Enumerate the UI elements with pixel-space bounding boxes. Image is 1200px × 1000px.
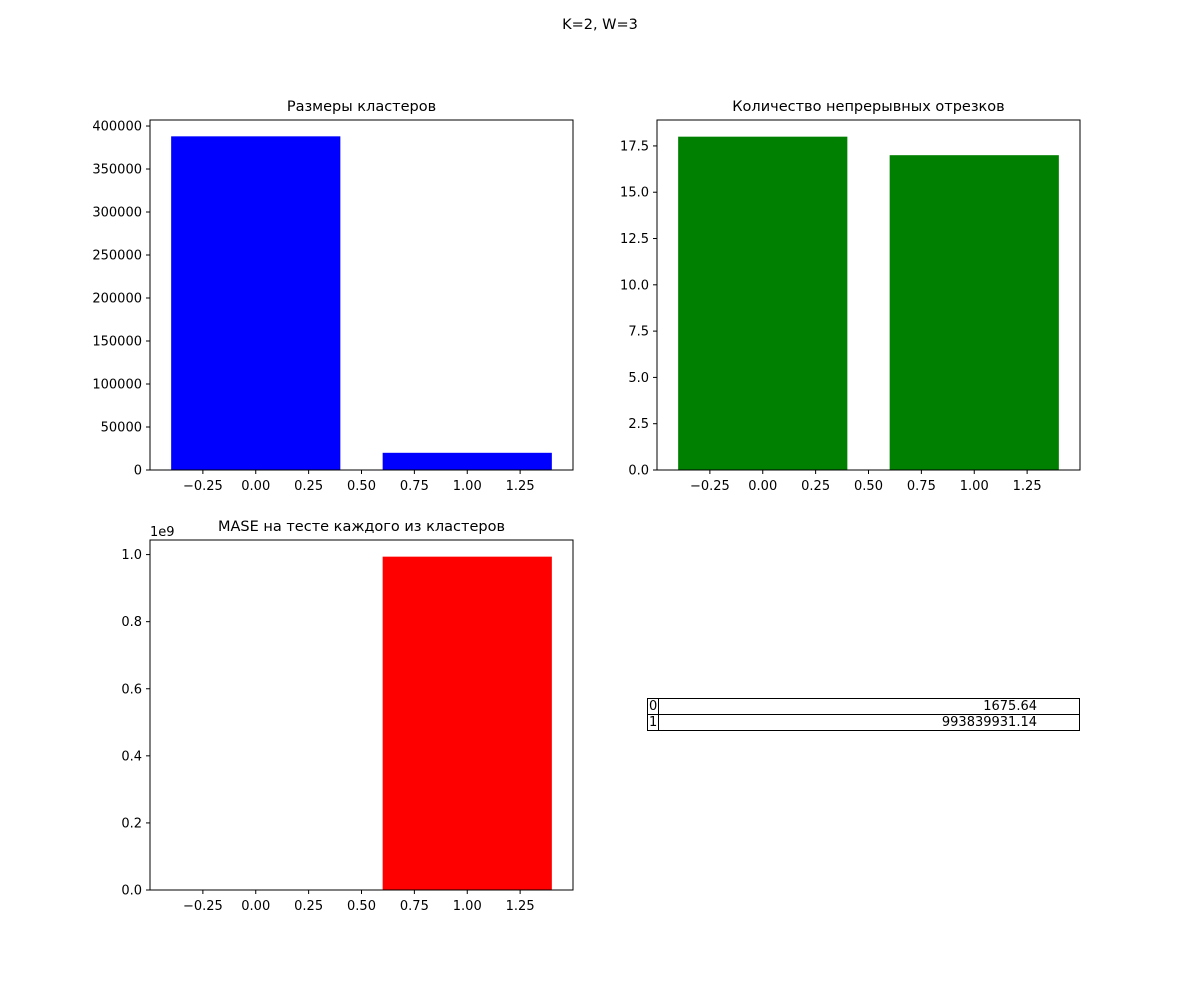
cluster-sizes-bar bbox=[171, 136, 341, 471]
cluster-sizes-y-tick-label: 350000 bbox=[92, 163, 142, 178]
segment-counts-y-tick-label: 7.5 bbox=[628, 325, 649, 340]
cluster-sizes-y-tick-label: 250000 bbox=[92, 249, 142, 264]
mase-per-cluster-x-tick-label: 0.50 bbox=[347, 899, 376, 914]
cluster-sizes-x-tick-label: −0.25 bbox=[183, 479, 223, 494]
cluster-sizes-y-tick-label: 200000 bbox=[92, 292, 142, 307]
cluster-sizes-x-tick-label: 0.75 bbox=[400, 479, 429, 494]
segment-counts-y-tick-label: 10.0 bbox=[620, 278, 649, 293]
cluster-sizes-y-tick-label: 400000 bbox=[92, 120, 142, 135]
segment-counts-x-tick-label: 1.00 bbox=[960, 479, 989, 494]
mase-per-cluster-x-tick-label: 1.00 bbox=[453, 899, 482, 914]
segment-counts-y-tick-label: 15.0 bbox=[620, 186, 649, 201]
table-row-index: 1 bbox=[646, 714, 660, 731]
segment-counts-x-tick-label: 0.50 bbox=[854, 479, 883, 494]
segment-counts-bar bbox=[889, 155, 1059, 470]
mase-per-cluster-y-tick-label: 0.6 bbox=[121, 682, 142, 697]
cluster-sizes-bar bbox=[382, 452, 552, 470]
cluster-sizes-x-tick-label: 0.25 bbox=[294, 479, 323, 494]
cluster-sizes-y-tick-label: 50000 bbox=[101, 421, 142, 436]
cluster-sizes-x-tick-label: 0.50 bbox=[347, 479, 376, 494]
mase-per-cluster-x-tick-label: 0.25 bbox=[294, 899, 323, 914]
figure-title: K=2, W=3 bbox=[562, 17, 638, 33]
cluster-sizes-x-tick-label: 1.25 bbox=[506, 479, 535, 494]
segment-counts-x-tick-label: −0.25 bbox=[690, 479, 730, 494]
segment-counts-y-tick-label: 5.0 bbox=[628, 371, 649, 386]
table-row: 0 1675.64 bbox=[646, 698, 1080, 715]
cluster-sizes-title: Размеры кластеров bbox=[287, 99, 436, 115]
mase-per-cluster-x-tick-label: 0.75 bbox=[400, 899, 429, 914]
mase-per-cluster-offset-label: 1e9 bbox=[150, 525, 175, 540]
cluster-sizes-x-tick-label: 1.00 bbox=[453, 479, 482, 494]
cluster-sizes-y-tick-label: 100000 bbox=[92, 378, 142, 393]
cluster-sizes-y-tick-label: 0 bbox=[134, 464, 142, 479]
segment-counts-x-tick-label: 0.75 bbox=[907, 479, 936, 494]
mase-per-cluster-x-tick-label: −0.25 bbox=[183, 899, 223, 914]
cluster-sizes-y-tick-label: 300000 bbox=[92, 206, 142, 221]
segment-counts-y-tick-label: 12.5 bbox=[620, 232, 649, 247]
segment-counts-x-tick-label: 0.25 bbox=[801, 479, 830, 494]
segment-counts-x-tick-label: 0.00 bbox=[748, 479, 777, 494]
mase-per-cluster-x-tick-label: 1.25 bbox=[506, 899, 535, 914]
mase-per-cluster-y-tick-label: 0.8 bbox=[121, 615, 142, 630]
table-row: 1 993839931.14 bbox=[646, 714, 1080, 731]
table-row-value: 993839931.14 bbox=[658, 714, 1080, 731]
mase-per-cluster-y-tick-label: 0.0 bbox=[121, 884, 142, 899]
mase-per-cluster-bar bbox=[382, 556, 552, 890]
cluster-sizes-y-tick-label: 150000 bbox=[92, 335, 142, 350]
mase-per-cluster-title: MASE на тесте каждого из кластеров bbox=[218, 519, 505, 535]
mase-value-table: 0 1675.64 1 993839931.14 bbox=[646, 698, 1080, 731]
mase-per-cluster-y-tick-label: 0.2 bbox=[121, 816, 142, 831]
table-row-index: 0 bbox=[646, 698, 660, 715]
mase-per-cluster-y-tick-label: 0.4 bbox=[121, 749, 142, 764]
table-row-value: 1675.64 bbox=[658, 698, 1080, 715]
segment-counts-bar bbox=[678, 136, 848, 470]
mase-per-cluster-y-tick-label: 1.0 bbox=[121, 548, 142, 563]
segment-counts-y-tick-label: 0.0 bbox=[628, 464, 649, 479]
segment-counts-y-tick-label: 17.5 bbox=[620, 139, 649, 154]
cluster-sizes-x-tick-label: 0.00 bbox=[241, 479, 270, 494]
mase-per-cluster-x-tick-label: 0.00 bbox=[241, 899, 270, 914]
segment-counts-title: Количество непрерывных отрезков bbox=[732, 99, 1004, 115]
segment-counts-y-tick-label: 2.5 bbox=[628, 417, 649, 432]
segment-counts-x-tick-label: 1.25 bbox=[1013, 479, 1042, 494]
